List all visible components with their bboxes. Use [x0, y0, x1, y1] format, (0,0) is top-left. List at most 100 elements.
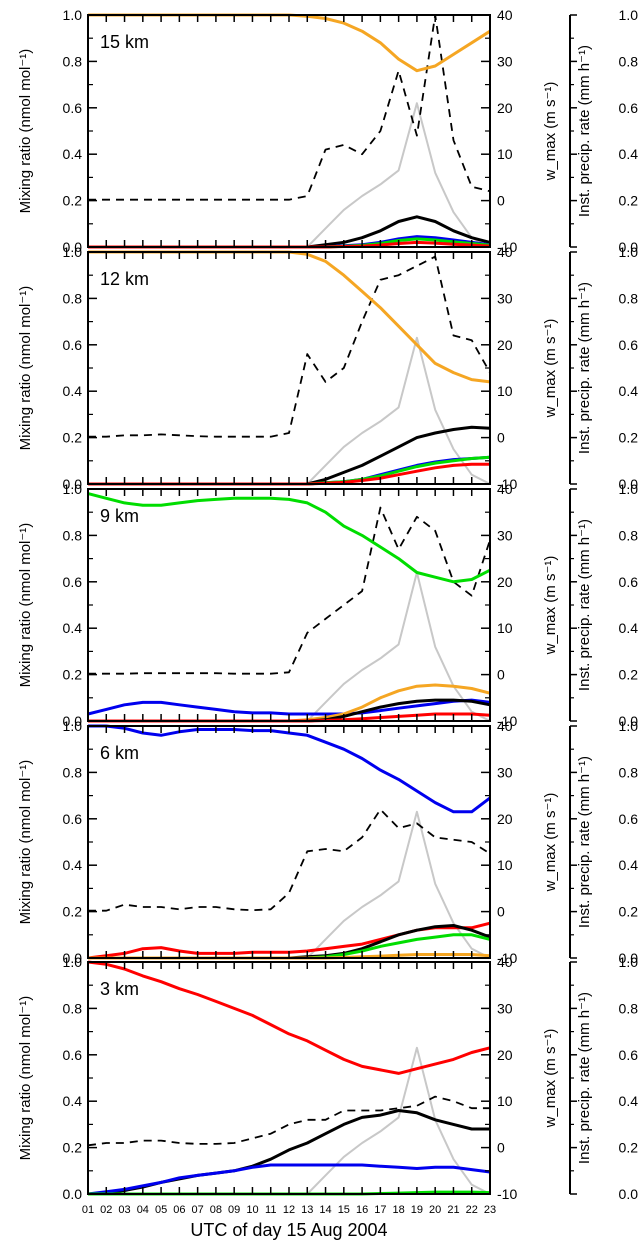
mid-tick-label: 20: [497, 1047, 513, 1063]
left-axis-title: Mixing ratio (nmol mol⁻¹): [17, 49, 34, 214]
x-tick-label: 07: [192, 1204, 204, 1216]
left-tick-label: 0.8: [63, 290, 83, 306]
mid-tick-label: 40: [497, 481, 513, 497]
series-line-right-solid-c8c8c8: [88, 102, 491, 248]
left-tick-label: 0.0: [63, 476, 83, 492]
series-line-left-solid-000000: [87, 1109, 490, 1196]
mid-tick-label: 20: [497, 337, 513, 353]
left-tick-label: 1.0: [63, 481, 83, 497]
left-tick-label: 0.8: [63, 527, 83, 543]
left-tick-label: 0.2: [63, 430, 83, 446]
x-tick-label: 23: [484, 1204, 496, 1216]
precip-tick-label: 0.2: [619, 904, 639, 920]
precip-tick-label: 0.6: [619, 1047, 639, 1063]
mid-tick-label: -10: [497, 950, 517, 966]
mid-tick-label: -10: [497, 713, 517, 729]
mid-tick-label: 30: [497, 764, 513, 780]
series-line-mid-dashed-000000: [88, 255, 491, 438]
left-tick-label: 0.6: [63, 811, 83, 827]
mid-tick-label: 0: [497, 430, 505, 446]
left-tick-label: 0.2: [63, 1140, 83, 1156]
precip-tick-label: 0.8: [619, 1000, 639, 1016]
precip-tick-label: 0.0: [619, 1186, 639, 1202]
x-tick-label: 05: [155, 1204, 167, 1216]
precip-tick-label: 0.6: [619, 811, 639, 827]
x-tick-label: 06: [173, 1204, 185, 1216]
mid-tick-label: 20: [497, 100, 513, 116]
x-tick-label: 22: [466, 1204, 478, 1216]
left-tick-label: 0.8: [63, 53, 83, 69]
x-tick-label: 14: [319, 1204, 331, 1216]
left-tick-label: 0.8: [63, 764, 83, 780]
series-line-right-solid-c8c8c8: [88, 1046, 491, 1195]
precip-tick-label: 0.8: [619, 764, 639, 780]
precip-tick-label: 0.0: [619, 476, 639, 492]
mid-tick-label: 0: [497, 193, 505, 209]
precip-tick-label: 0.0: [619, 239, 639, 255]
x-tick-label: 04: [137, 1204, 149, 1216]
left-tick-label: 0.4: [63, 857, 83, 873]
left-tick-label: 0.8: [63, 1000, 83, 1016]
right-axis-title: Inst. precip. rate (mm h⁻¹): [576, 992, 593, 1164]
precip-tick-label: 0.8: [619, 290, 639, 306]
left-axis-title: Mixing ratio (nmol mol⁻¹): [17, 760, 34, 925]
left-axis-title: Mixing ratio (nmol mol⁻¹): [17, 996, 34, 1161]
x-tick-label: 11: [265, 1204, 276, 1216]
x-tick-label: 13: [301, 1204, 313, 1216]
left-tick-label: 0.0: [63, 1186, 83, 1202]
panel-title: 12 km: [100, 269, 149, 289]
x-tick-label: 17: [374, 1204, 386, 1216]
x-tick-label: 02: [100, 1204, 112, 1216]
mid-tick-label: 30: [497, 53, 513, 69]
panel-4: 0.0 0.2 0.4 0.6 0.8 1.0 -10 0 10 20 30 40 0.0 0.2 0.4 0…: [17, 954, 638, 1202]
series-line-mid-dashed-000000: [88, 506, 491, 675]
x-tick-label: 08: [210, 1204, 222, 1216]
precip-tick-label: 0.6: [619, 574, 639, 590]
panel-3: 0.0 0.2 0.4 0.6 0.8 1.0 -10 0 10 20 30 40 0.0 0.2 0.4 0…: [17, 718, 638, 966]
precip-tick-label: 0.8: [619, 527, 639, 543]
precip-tick-label: 0.6: [619, 337, 639, 353]
left-tick-label: 0.0: [63, 950, 83, 966]
x-tick-label: 12: [283, 1204, 295, 1216]
mid-tick-label: 40: [497, 954, 513, 970]
mid-tick-label: 10: [497, 857, 513, 873]
mid-tick-label: -10: [497, 476, 517, 492]
x-tick-label: 19: [411, 1204, 423, 1216]
left-tick-label: 0.2: [63, 904, 83, 920]
panel-title: 9 km: [100, 506, 139, 526]
panel-title: 3 km: [100, 979, 139, 999]
precip-tick-label: 1.0: [619, 481, 639, 497]
precip-tick-label: 0.2: [619, 667, 639, 683]
plot-frame: [87, 725, 491, 959]
x-tick-label: 01: [82, 1204, 94, 1216]
left-tick-label: 0.6: [63, 337, 83, 353]
right-axis-title: Inst. precip. rate (mm h⁻¹): [576, 45, 593, 217]
mid-tick-label: -10: [497, 239, 517, 255]
right-axis-title: Inst. precip. rate (mm h⁻¹): [576, 519, 593, 691]
left-tick-label: 0.4: [63, 383, 83, 399]
panel-2: 0.0 0.2 0.4 0.6 0.8 1.0 -10 0 10 20 30 40 0.0 0.2 0.4 0…: [17, 481, 638, 729]
series-line-right-solid-c8c8c8: [88, 571, 491, 722]
mid-axis-title: w_max (m s⁻¹): [542, 319, 559, 419]
precip-tick-label: 0.2: [619, 193, 639, 209]
right-axis-title: Inst. precip. rate (mm h⁻¹): [576, 282, 593, 454]
mid-tick-label: 0: [497, 667, 505, 683]
precip-tick-label: 0.8: [619, 53, 639, 69]
x-tick-label: 16: [356, 1204, 368, 1216]
precip-tick-label: 1.0: [619, 718, 639, 734]
mid-tick-label: 10: [497, 1093, 513, 1109]
left-tick-label: 0.0: [63, 713, 83, 729]
mid-tick-label: -10: [497, 1186, 517, 1202]
right-axis-title: Inst. precip. rate (mm h⁻¹): [576, 756, 593, 928]
series-line-mid-dashed-000000: [87, 1095, 490, 1147]
precip-tick-label: 0.4: [619, 1093, 639, 1109]
x-tick-label: 15: [338, 1204, 350, 1216]
left-tick-label: 0.6: [63, 100, 83, 116]
left-tick-label: 1.0: [63, 7, 83, 23]
panel-title: 15 km: [100, 32, 149, 52]
panel-0: 0.0 0.2 0.4 0.6 0.8 1.0 -10 0 10 20 30 40 0.0 0.2 0.4 0…: [17, 7, 638, 255]
series-line-left-solid-ff0000: [87, 960, 491, 1075]
mid-tick-label: 30: [497, 527, 513, 543]
mid-axis-title: w_max (m s⁻¹): [542, 556, 559, 656]
x-tick-label: 09: [228, 1204, 240, 1216]
